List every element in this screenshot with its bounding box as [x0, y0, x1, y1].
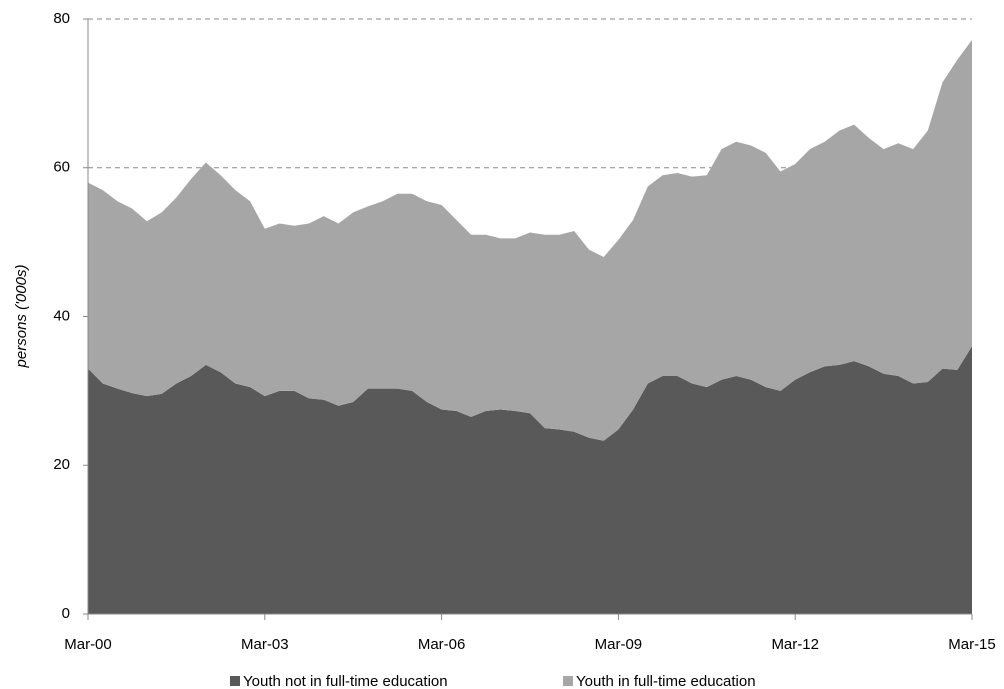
area	[88, 346, 972, 614]
x-tick-label: Mar-12	[771, 636, 819, 653]
area	[88, 39, 972, 441]
x-tick-label: Mar-03	[241, 636, 289, 653]
y-tick-label: 0	[62, 605, 70, 622]
legend-swatch	[230, 676, 240, 686]
y-tick-label: 80	[53, 10, 70, 27]
legend-swatch	[563, 676, 573, 686]
x-tick-label: Mar-00	[64, 636, 112, 653]
legend-label: Youth not in full-time education	[243, 673, 448, 689]
y-tick-label: 60	[53, 159, 70, 176]
y-tick-label: 40	[53, 307, 70, 324]
legend-label: Youth in full-time education	[576, 673, 756, 689]
x-tick-label: Mar-15	[948, 636, 996, 653]
x-tick-label: Mar-06	[418, 636, 466, 653]
x-tick-label: Mar-09	[595, 636, 643, 653]
y-tick-label: 20	[53, 456, 70, 473]
y-axis-label: persons ('000s)	[13, 265, 30, 369]
